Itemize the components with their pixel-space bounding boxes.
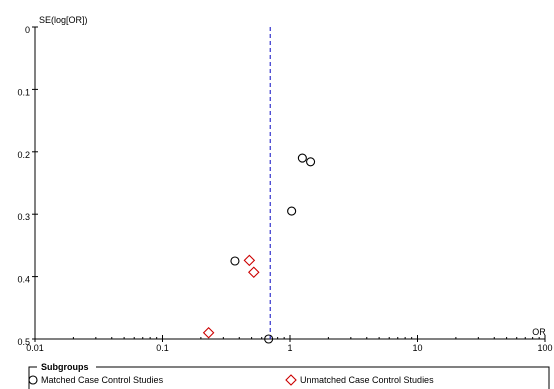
legend-label: Unmatched Case Control Studies	[300, 375, 434, 385]
x-tick-label: 0.1	[156, 343, 169, 353]
matched-study-point	[230, 256, 240, 266]
legend-marker	[28, 375, 38, 385]
x-tick-label: 10	[412, 343, 422, 353]
y-tick-label: 0.2	[17, 150, 30, 160]
x-tick-label: 100	[537, 343, 552, 353]
legend-marker	[285, 374, 297, 386]
x-ticks: 0.01 0.1 1 10 100	[26, 335, 553, 353]
x-tick-label: 0.01	[26, 343, 44, 353]
x-axis-label: OR	[532, 327, 546, 337]
legend-items: Matched Case Control Studies Unmatched Ca…	[28, 374, 434, 386]
matched-study-point	[297, 153, 307, 163]
legend: Subgroups Matched Case Control Studies Un…	[28, 362, 550, 389]
legend-title: Subgroups	[41, 362, 89, 372]
data-points	[202, 153, 316, 344]
y-tick-label: 0.4	[17, 275, 30, 285]
matched-study-point	[306, 157, 316, 167]
matched-study-point	[287, 206, 297, 216]
unmatched-study-point	[243, 254, 256, 267]
unmatched-study-point	[202, 326, 215, 339]
y-tick-label: 0.3	[17, 212, 30, 222]
unmatched-study-point	[248, 266, 260, 279]
matched-study-point	[264, 334, 274, 344]
y-axis-label: SE(log[OR])	[39, 15, 88, 25]
axes	[34, 27, 545, 340]
y-ticks: 0 0.1 0.2 0.3 0.4 0.5	[17, 25, 38, 347]
y-tick-label: 0	[25, 25, 30, 35]
y-tick-label: 0.1	[17, 87, 30, 97]
legend-label: Matched Case Control Studies	[41, 375, 164, 385]
x-tick-label: 1	[287, 343, 292, 353]
y-tick-label: 0.5	[17, 337, 30, 347]
